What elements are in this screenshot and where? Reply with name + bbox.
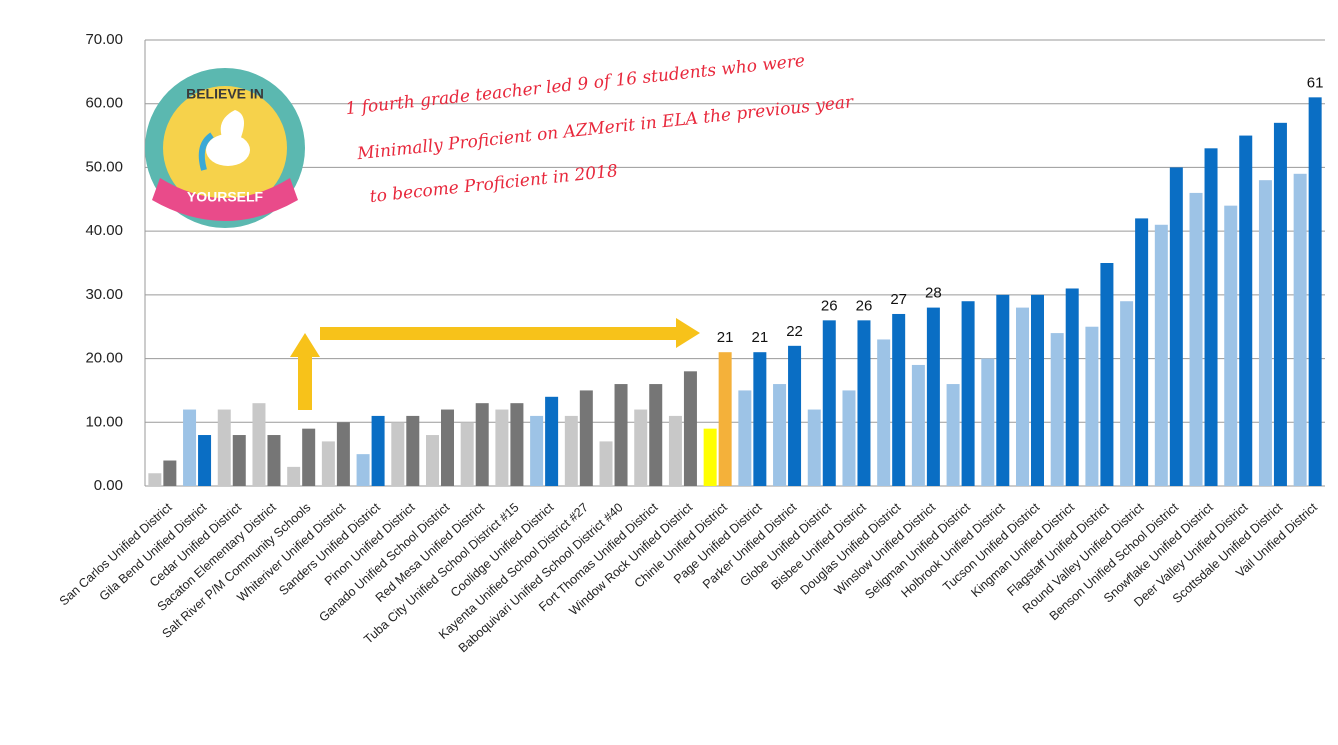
bar: [475, 403, 489, 486]
arrows: [290, 318, 700, 410]
bar: [1204, 148, 1218, 487]
bar: [877, 339, 891, 486]
bar: [822, 320, 836, 486]
data-label: 28: [925, 285, 942, 302]
bar: [1135, 218, 1149, 486]
bar: [545, 396, 559, 486]
bar: [961, 301, 975, 486]
bar: [356, 454, 370, 486]
bar: [267, 435, 281, 486]
bar: [391, 422, 405, 486]
annotation: 1 fourth grade teacher led 9 of 16 stude…: [345, 51, 855, 207]
logo-ribbon: [152, 178, 298, 221]
bar: [807, 409, 821, 486]
bar: [1120, 301, 1134, 486]
bar: [1100, 263, 1114, 486]
bar: [336, 422, 350, 486]
bar: [1224, 205, 1238, 486]
logo-unicorn-head: [220, 110, 244, 140]
bar: [232, 435, 246, 486]
logo-text: YOURSELF: [187, 189, 264, 205]
bar: [1050, 333, 1064, 486]
bar: [1239, 135, 1253, 487]
bar: [842, 390, 856, 486]
bar: [530, 415, 544, 486]
bar: [198, 435, 212, 486]
bar: [321, 441, 335, 486]
y-tick-label: 40.00: [85, 222, 123, 239]
bar: [1031, 294, 1044, 486]
bar: [1016, 307, 1029, 486]
arrow-right-shaft: [320, 327, 678, 340]
bar: [441, 409, 454, 486]
bar: [1189, 192, 1203, 486]
bar: [1065, 288, 1079, 486]
bar: [683, 371, 697, 486]
bar: [148, 473, 162, 486]
y-tick-label: 50.00: [85, 158, 123, 175]
bar: [1273, 122, 1287, 486]
data-label: 26: [856, 297, 873, 314]
bar: [911, 364, 925, 486]
logo-unicorn: [206, 134, 250, 166]
bar: [649, 384, 663, 486]
bar: [857, 320, 871, 486]
arrow-up-shaft: [298, 355, 312, 410]
bar: [1169, 167, 1183, 486]
data-label: 21: [752, 329, 769, 346]
bar: [302, 428, 316, 486]
y-tick-label: 0.00: [94, 477, 123, 494]
bar: [981, 358, 995, 486]
y-tick-label: 30.00: [85, 286, 123, 303]
data-label: 27: [890, 291, 907, 308]
arrow-right-head: [676, 318, 700, 348]
bar: [946, 384, 960, 486]
bar: [614, 384, 628, 486]
bar: [564, 415, 578, 486]
bar: [599, 441, 613, 486]
bar: [718, 352, 732, 486]
bar: [217, 409, 231, 486]
bar: [495, 409, 509, 486]
arrow-up-head: [290, 333, 320, 357]
bar: [788, 345, 802, 486]
bar: [252, 403, 266, 486]
bar: [1154, 224, 1168, 486]
y-tick-label: 20.00: [85, 350, 123, 367]
bar: [163, 460, 177, 486]
bar: [892, 313, 906, 486]
bar: [634, 409, 648, 486]
logo: BELIEVE IN YOURSELF: [145, 68, 305, 228]
bar: [1308, 97, 1322, 486]
bar: [773, 384, 787, 486]
data-label: 22: [786, 323, 803, 340]
bar: [426, 435, 439, 486]
data-label: 26: [821, 297, 838, 314]
bar: [287, 466, 301, 486]
bar: [926, 307, 940, 486]
logo-mane: [198, 132, 214, 171]
bar: [371, 415, 385, 486]
bar: [510, 403, 524, 486]
bar: [668, 415, 682, 486]
data-label: 61: [1307, 74, 1324, 91]
y-tick-label: 10.00: [85, 413, 123, 430]
bar: [996, 294, 1010, 486]
bar: [406, 415, 420, 486]
bar: [460, 422, 474, 486]
logo-text: BELIEVE IN: [186, 86, 264, 102]
bar: [579, 390, 593, 486]
bar: [753, 352, 767, 486]
annotation-line: to become Proficient in 2018: [369, 161, 619, 207]
bar: [1085, 326, 1099, 486]
data-label: 21: [717, 329, 734, 346]
y-tick-label: 70.00: [85, 31, 123, 48]
bar: [1293, 173, 1307, 487]
bar: [1258, 180, 1272, 486]
bar: [703, 428, 717, 486]
y-tick-label: 60.00: [85, 95, 123, 112]
bar: [183, 409, 197, 486]
bar: [738, 390, 752, 486]
